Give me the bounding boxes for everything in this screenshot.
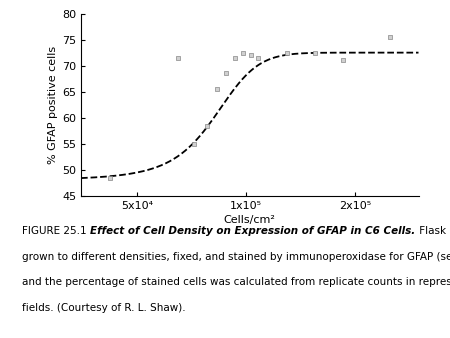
Point bbox=[239, 50, 246, 55]
Point bbox=[311, 50, 318, 55]
Point bbox=[222, 71, 230, 76]
X-axis label: Cells/cm²: Cells/cm² bbox=[224, 215, 276, 225]
Text: Flask cultures were: Flask cultures were bbox=[416, 226, 450, 237]
Point bbox=[191, 141, 198, 147]
Point bbox=[339, 58, 346, 63]
Y-axis label: % GFAP positive cells: % GFAP positive cells bbox=[48, 46, 58, 164]
Point bbox=[247, 52, 254, 58]
Point bbox=[254, 55, 261, 61]
Point bbox=[203, 123, 211, 128]
Text: fields. (Courtesy of R. L. Shaw).: fields. (Courtesy of R. L. Shaw). bbox=[22, 303, 186, 313]
Point bbox=[231, 55, 238, 61]
Text: grown to different densities, fixed, and stained by immunoperoxidase for GFAP (s: grown to different densities, fixed, and… bbox=[22, 252, 450, 262]
Text: FIGURE 25.1: FIGURE 25.1 bbox=[22, 226, 90, 237]
Point bbox=[175, 55, 182, 61]
Point bbox=[106, 175, 113, 180]
Point bbox=[213, 87, 220, 92]
Text: and the percentage of stained cells was calculated from replicate counts in repr: and the percentage of stained cells was … bbox=[22, 277, 450, 287]
Point bbox=[284, 50, 291, 55]
Point bbox=[386, 34, 393, 40]
Text: Effect of Cell Density on Expression of GFAP in C6 Cells.: Effect of Cell Density on Expression of … bbox=[90, 226, 416, 237]
